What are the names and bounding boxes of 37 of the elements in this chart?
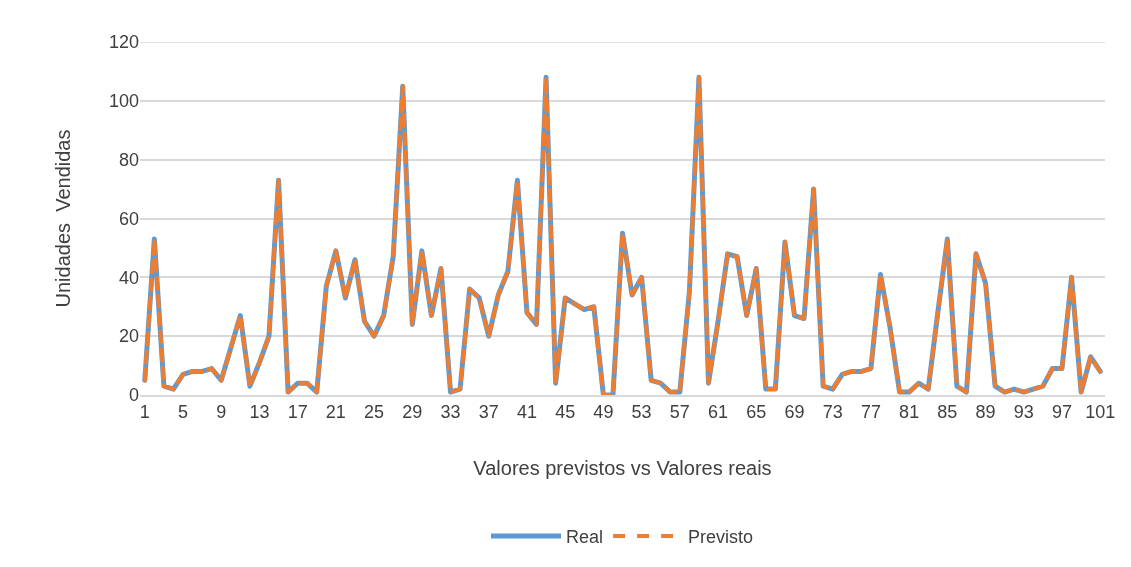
x-axis-title: Valores previstos vs Valores reais <box>473 457 772 480</box>
x-tick-label: 25 <box>364 402 385 423</box>
x-tick-label: 45 <box>555 402 576 423</box>
x-tick-label: 17 <box>287 402 308 423</box>
legend-label: Real <box>566 526 604 547</box>
x-tick-label: 61 <box>708 402 729 423</box>
x-tick-label: 21 <box>325 402 346 423</box>
y-tick-label: 80 <box>118 149 139 170</box>
x-tick-label: 9 <box>216 402 227 423</box>
legend-label: Previsto <box>688 526 754 547</box>
y-tick-label: 0 <box>128 385 139 406</box>
y-tick-label: 100 <box>108 91 139 112</box>
x-tick-label: 1 <box>139 402 150 423</box>
x-tick-label: 81 <box>899 402 920 423</box>
x-tick-label: 97 <box>1051 402 1073 423</box>
x-tick-label: 13 <box>249 402 270 423</box>
x-tick-label: 41 <box>516 402 537 423</box>
y-tick-label: 60 <box>118 208 139 229</box>
x-tick-label: 53 <box>631 402 652 423</box>
y-tick-label: 40 <box>118 267 139 288</box>
x-tick-label: 101 <box>1085 402 1116 423</box>
x-tick-label: 37 <box>478 402 499 423</box>
x-tick-label: 33 <box>440 402 461 423</box>
x-tick-label: 49 <box>593 402 614 423</box>
x-tick-label: 29 <box>402 402 423 423</box>
x-tick-label: 77 <box>860 402 881 423</box>
y-tick-label: 120 <box>108 32 139 53</box>
x-tick-label: 57 <box>669 402 690 423</box>
y-axis-title: Unidades Vendidas <box>52 129 75 308</box>
x-tick-label: 85 <box>937 402 958 423</box>
x-tick-label: 89 <box>975 402 996 423</box>
x-tick-label: 69 <box>784 402 805 423</box>
x-tick-label: 93 <box>1013 402 1034 423</box>
x-tick-label: 65 <box>746 402 767 423</box>
x-tick-label: 73 <box>822 402 843 423</box>
y-tick-label: 20 <box>118 326 139 347</box>
x-tick-label: 5 <box>177 402 189 423</box>
